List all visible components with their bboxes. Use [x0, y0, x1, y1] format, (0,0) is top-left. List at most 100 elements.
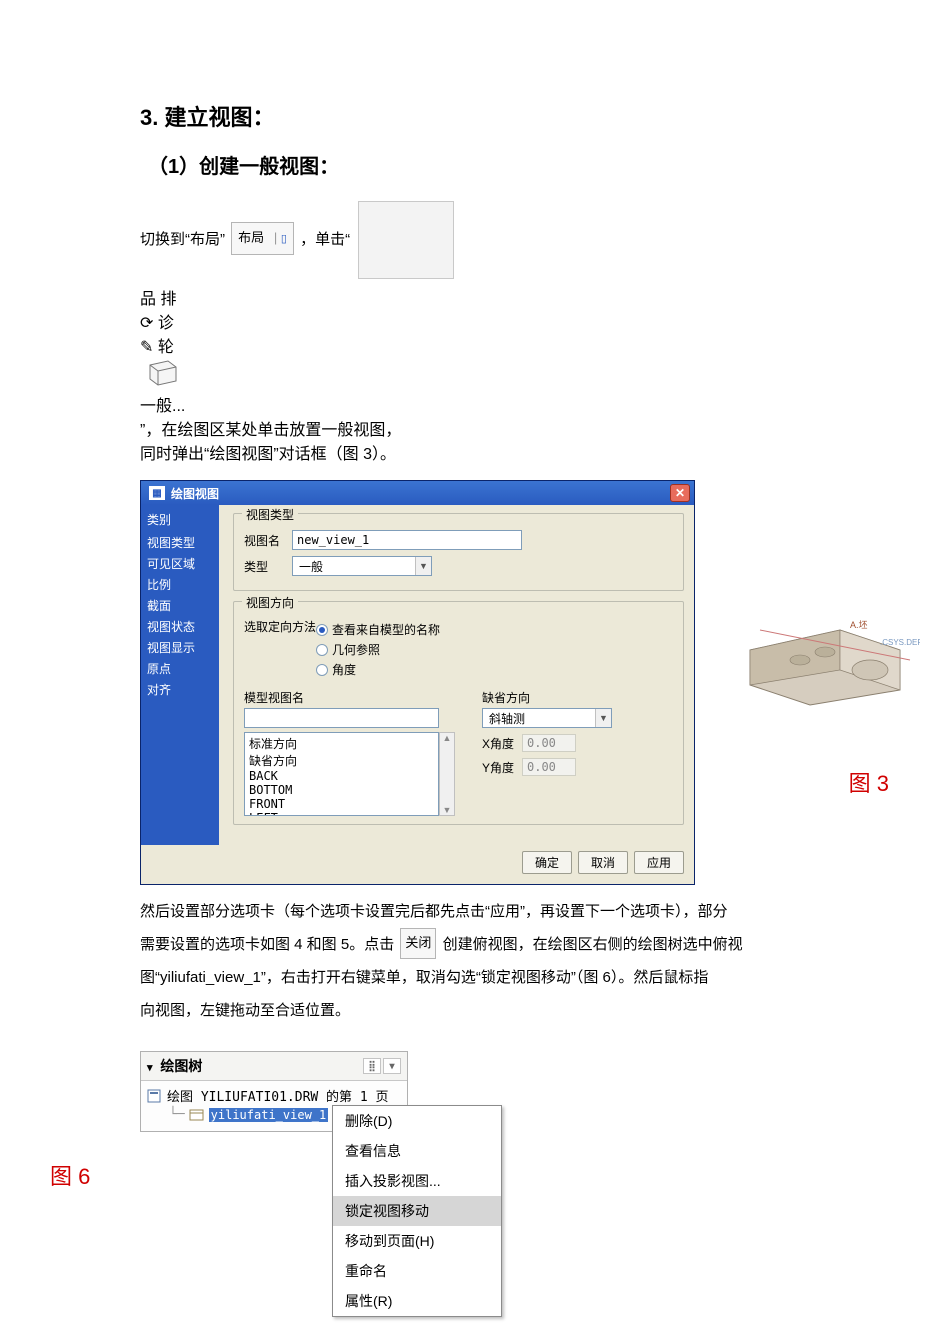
model-preview: A.坯 .CSYS.DEF: [720, 600, 920, 710]
category-item[interactable]: 原点: [147, 658, 213, 679]
type-combo[interactable]: 一般 ▼: [292, 556, 432, 576]
list-item[interactable]: FRONT: [247, 797, 436, 811]
subsection-heading: （1）创建一般视图：: [148, 150, 805, 179]
default-dir-label: 缺省方向: [482, 689, 673, 706]
layout-tab-label: 布局: [238, 230, 264, 245]
page-icon: [147, 1089, 163, 1103]
list-item[interactable]: 缺省方向: [247, 752, 436, 769]
section-heading: 3. 建立视图：: [140, 100, 805, 132]
general-view-label: 一般...: [140, 392, 805, 416]
ctx-item-rename[interactable]: 重命名: [333, 1256, 501, 1286]
category-item[interactable]: 可见区域: [147, 553, 213, 574]
side-icon: 品 排: [140, 285, 805, 309]
modelview-input[interactable]: [244, 708, 439, 728]
general-view-icon: [140, 357, 805, 392]
text: 图“yiliufati_view_1”，右击打开右键菜单，取消勾选“锁定视图移动…: [140, 969, 708, 986]
ctx-item-insert-projection[interactable]: 插入投影视图...: [333, 1166, 501, 1196]
group-title: 视图方向: [242, 594, 298, 611]
tree-root-label: 绘图 YILIUFATI01.DRW 的第 1 页: [167, 1086, 389, 1105]
radio-option[interactable]: 查看来自模型的名称: [316, 621, 440, 638]
general-view-toolbar-block[interactable]: [358, 201, 454, 279]
combo-arrow-icon: ▼: [595, 709, 611, 727]
category-item[interactable]: 比例: [147, 574, 213, 595]
category-item[interactable]: 视图显示: [147, 637, 213, 658]
tree-tool-icon[interactable]: ⣿: [363, 1058, 381, 1074]
combo-arrow-icon: ▼: [415, 557, 431, 575]
view-icon: [189, 1108, 205, 1122]
category-sidebar: 类别 视图类型 可见区域 比例 截面 视图状态 视图显示 原点 对齐: [141, 505, 219, 845]
yangle-label: Y角度: [482, 759, 522, 776]
text: 切换到“布局”: [140, 231, 225, 248]
tab-extra: ▯: [281, 233, 287, 245]
tree-branch-icon: └─: [169, 1107, 185, 1122]
drawing-view-dialog: ▦ 绘图视图 ✕ 类别 视图类型 可见区域 比例 截面 视图状态 视图显示 原点…: [140, 480, 695, 885]
xangle-input[interactable]: [522, 734, 576, 752]
tree-root[interactable]: 绘图 YILIUFATI01.DRW 的第 1 页: [147, 1085, 401, 1106]
ctx-item-move-to-page[interactable]: 移动到页面(H): [333, 1226, 501, 1256]
list-item[interactable]: BACK: [247, 769, 436, 783]
ctx-item-properties[interactable]: 属性(R): [333, 1286, 501, 1316]
svg-text:.CSYS.DEF: .CSYS.DEF: [880, 638, 920, 647]
radio-label: 查看来自模型的名称: [332, 621, 440, 638]
yangle-input[interactable]: [522, 758, 576, 776]
ctx-item-delete[interactable]: 删除(D): [333, 1106, 501, 1136]
tree-node-label: yiliufati_view_1: [209, 1108, 329, 1122]
dialog-main: 视图类型 视图名 类型 一般 ▼: [219, 505, 694, 845]
layout-tab-chip[interactable]: 布局 | ▯: [231, 222, 294, 255]
category-item[interactable]: 视图类型: [147, 532, 213, 553]
type-label: 类型: [244, 558, 292, 575]
tree-collapse-icon[interactable]: ▾: [147, 1062, 153, 1074]
text: ，单击“: [300, 231, 350, 248]
dialog-title-icon: ▦: [149, 486, 165, 500]
paragraph-1: 切换到“布局” 布局 | ▯ ，单击“: [140, 201, 805, 279]
view-type-group: 视图类型 视图名 类型 一般 ▼: [233, 513, 684, 591]
scroll-down-icon: ▼: [440, 805, 454, 815]
text: 然后设置部分选项卡（每个选项卡设置完后都先点击“应用”，再设置下一个选项卡），部…: [140, 903, 728, 920]
type-combo-text: 一般: [293, 558, 415, 575]
list-item[interactable]: BOTTOM: [247, 783, 436, 797]
dialog-button-bar: 确定 取消 应用: [141, 845, 694, 884]
radio-icon: [316, 644, 328, 656]
figure-6-wrap: 图 6 ▾ 绘图树 ⣿ ▾ 绘图 YILIUFATI01.DRW 的第 1 页: [140, 1051, 805, 1132]
dialog-title: 绘图视图: [171, 485, 219, 502]
scrollbar[interactable]: ▲ ▼: [439, 732, 455, 816]
ctx-item-lock-view-move[interactable]: 锁定视图移动: [333, 1196, 501, 1226]
view-orient-group: 视图方向 选取定向方法 查看来自模型的名称 几何参照: [233, 601, 684, 825]
apply-button[interactable]: 应用: [634, 851, 684, 874]
viewname-input[interactable]: [292, 530, 522, 550]
ctx-item-info[interactable]: 查看信息: [333, 1136, 501, 1166]
tree-tool-icon[interactable]: ▾: [383, 1058, 401, 1074]
scroll-up-icon: ▲: [440, 733, 454, 743]
close-chip[interactable]: 关闭: [400, 928, 436, 959]
ok-button[interactable]: 确定: [522, 851, 572, 874]
orient-method-label: 选取定向方法: [244, 618, 316, 635]
dialog-body: 类别 视图类型 可见区域 比例 截面 视图状态 视图显示 原点 对齐 视图类型 …: [141, 505, 694, 845]
orient-radio-group: 查看来自模型的名称 几何参照 角度: [316, 618, 440, 681]
category-item[interactable]: 截面: [147, 595, 213, 616]
text: 创建俯视图，在绘图区右侧的绘图树选中俯视: [443, 936, 743, 953]
dialog-close-button[interactable]: ✕: [670, 484, 690, 502]
text: 同时弹出“绘图视图”对话框（图 3）。: [140, 446, 396, 463]
radio-label: 几何参照: [332, 641, 380, 658]
standard-views-list[interactable]: 标准方向 缺省方向 BACK BOTTOM FRONT LEFT: [244, 732, 439, 816]
category-item[interactable]: 对齐: [147, 679, 213, 700]
group-title: 视图类型: [242, 506, 298, 523]
text: 需要设置的选项卡如图 4 和图 5。点击: [140, 936, 394, 953]
radio-option[interactable]: 几何参照: [316, 641, 440, 658]
list-item[interactable]: 标准方向: [247, 735, 436, 752]
radio-icon: [316, 624, 328, 636]
figure-6-label: 图 6: [50, 1159, 90, 1191]
radio-icon: [316, 664, 328, 676]
side-icon: ✎ 轮: [140, 333, 805, 357]
cancel-button[interactable]: 取消: [578, 851, 628, 874]
xangle-label: X角度: [482, 735, 522, 752]
default-dir-text: 斜轴测: [483, 710, 595, 727]
dialog-titlebar: ▦ 绘图视图 ✕: [141, 481, 694, 505]
category-item[interactable]: 视图状态: [147, 616, 213, 637]
text: ”，在绘图区某处单击放置一般视图，: [140, 422, 401, 439]
tree-title: 绘图树: [160, 1058, 202, 1074]
paragraph-2: 然后设置部分选项卡（每个选项卡设置完后都先点击“应用”，再设置下一个选项卡），部…: [140, 895, 805, 1027]
default-dir-combo[interactable]: 斜轴测 ▼: [482, 708, 612, 728]
list-item[interactable]: LEFT: [247, 811, 436, 816]
radio-option[interactable]: 角度: [316, 661, 440, 678]
